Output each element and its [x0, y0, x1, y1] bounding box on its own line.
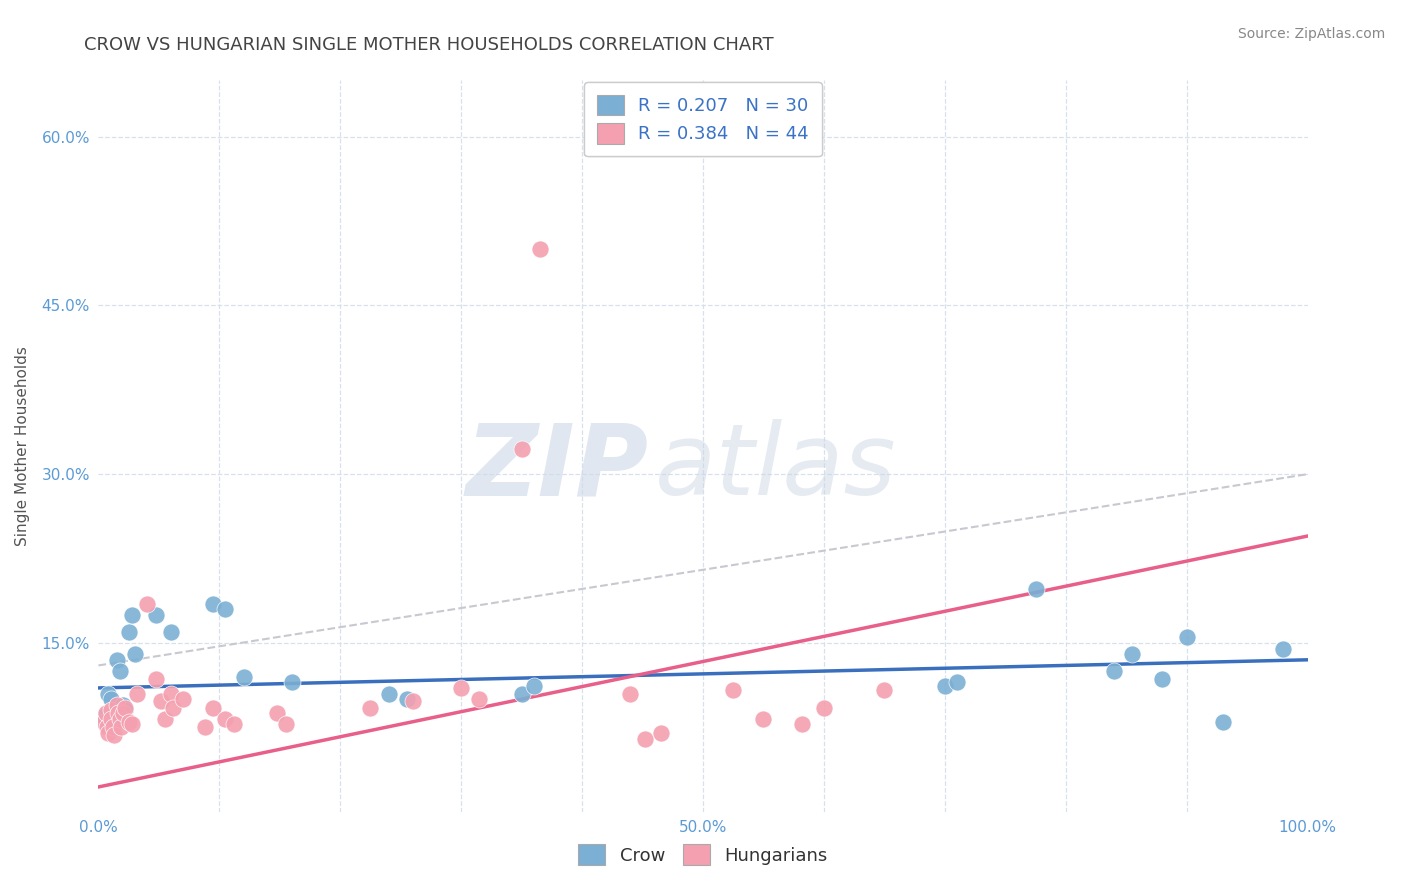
Point — [510, 442, 533, 457]
Point — [1272, 641, 1295, 656]
Point — [214, 602, 236, 616]
Point — [150, 694, 173, 708]
Legend: R = 0.207   N = 30, R = 0.384   N = 44: R = 0.207 N = 30, R = 0.384 N = 44 — [585, 82, 821, 156]
Text: ZIP: ZIP — [465, 419, 648, 516]
Point — [1212, 714, 1234, 729]
Point — [1024, 582, 1046, 596]
Legend: Crow, Hungarians: Crow, Hungarians — [569, 835, 837, 874]
Point — [111, 698, 134, 712]
Point — [222, 717, 245, 731]
Point — [103, 728, 125, 742]
Point — [107, 706, 129, 720]
Point — [93, 714, 115, 729]
Text: atlas: atlas — [655, 419, 896, 516]
Point — [100, 713, 122, 727]
Point — [114, 701, 136, 715]
Point — [145, 607, 167, 622]
Point — [529, 242, 551, 256]
Point — [1175, 630, 1198, 644]
Point — [934, 679, 956, 693]
Point — [402, 694, 425, 708]
Point — [650, 726, 672, 740]
Point — [946, 675, 969, 690]
Text: CROW VS HUNGARIAN SINGLE MOTHER HOUSEHOLDS CORRELATION CHART: CROW VS HUNGARIAN SINGLE MOTHER HOUSEHOL… — [84, 36, 773, 54]
Point — [127, 687, 149, 701]
Point — [94, 706, 117, 720]
Point — [97, 687, 120, 701]
Point — [395, 692, 418, 706]
Point — [634, 731, 657, 746]
Point — [232, 670, 254, 684]
Point — [360, 701, 382, 715]
Point — [723, 683, 745, 698]
Point — [93, 709, 115, 723]
Point — [202, 597, 225, 611]
Point — [792, 717, 814, 731]
Text: Source: ZipAtlas.com: Source: ZipAtlas.com — [1237, 27, 1385, 41]
Point — [1152, 672, 1174, 686]
Point — [118, 714, 141, 729]
Point — [145, 672, 167, 686]
Point — [468, 692, 491, 706]
Y-axis label: Single Mother Households: Single Mother Households — [15, 346, 31, 546]
Point — [96, 720, 118, 734]
Point — [111, 706, 134, 720]
Point — [121, 717, 143, 731]
Point — [114, 703, 136, 717]
Point — [281, 675, 304, 690]
Point — [135, 597, 157, 611]
Point — [202, 701, 225, 715]
Point — [450, 681, 472, 695]
Point — [162, 701, 184, 715]
Point — [100, 714, 122, 729]
Point — [160, 687, 183, 701]
Point — [105, 698, 128, 712]
Point — [108, 664, 131, 678]
Point — [110, 720, 132, 734]
Point — [118, 624, 141, 639]
Point — [873, 683, 896, 698]
Point — [266, 706, 288, 720]
Point — [194, 720, 217, 734]
Point — [97, 726, 120, 740]
Point — [105, 653, 128, 667]
Point — [121, 607, 143, 622]
Point — [108, 713, 131, 727]
Point — [1121, 647, 1143, 661]
Point — [619, 687, 641, 701]
Point — [160, 624, 183, 639]
Point — [1102, 664, 1125, 678]
Point — [523, 679, 546, 693]
Point — [214, 713, 236, 727]
Point — [274, 717, 297, 731]
Point — [377, 687, 399, 701]
Point — [153, 713, 176, 727]
Point — [510, 687, 533, 701]
Point — [752, 713, 775, 727]
Point — [124, 647, 146, 661]
Point — [101, 720, 124, 734]
Point — [813, 701, 835, 715]
Point — [100, 703, 122, 717]
Point — [100, 692, 122, 706]
Point — [172, 692, 194, 706]
